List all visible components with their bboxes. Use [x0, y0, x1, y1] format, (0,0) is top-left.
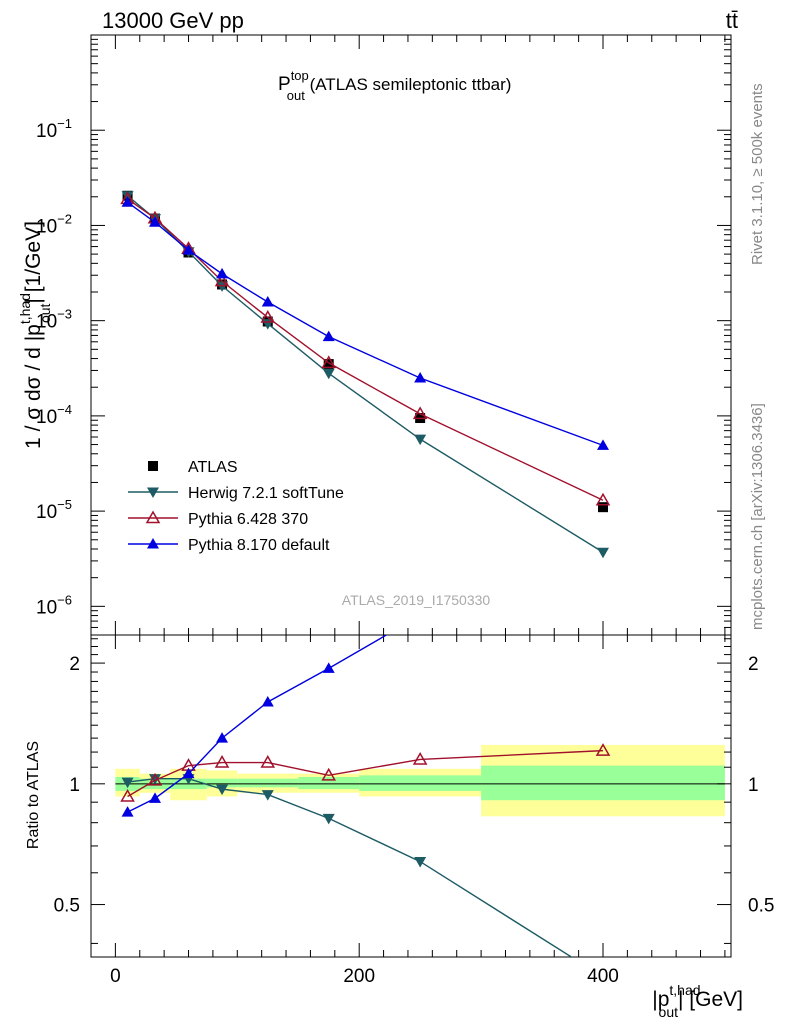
legend-marker — [145, 510, 161, 524]
data-point — [214, 273, 230, 287]
ratio-panel-frame — [90, 634, 732, 958]
x-tick-label: 400 — [587, 966, 619, 987]
data-point — [322, 368, 335, 380]
ratio-point — [412, 751, 428, 765]
uncertainty-band-inner — [298, 776, 360, 790]
data-point — [412, 406, 428, 420]
data-point — [182, 244, 195, 255]
ratio-point — [261, 790, 274, 801]
legend-label: ATLAS — [188, 459, 238, 476]
ratio-point — [322, 813, 335, 825]
y-tick-label: 10−6 — [36, 592, 72, 618]
y-tick-label: 10−2 — [36, 211, 72, 237]
mcplots-label: mcplots.cern.ch [arXiv:1306.3436] — [749, 403, 766, 630]
ratio-y-tick-label: 1 — [69, 775, 80, 796]
x-tick-label: 200 — [343, 966, 375, 987]
ratio-point — [120, 788, 135, 802]
series-line — [127, 198, 604, 501]
uncertainty-band-inner — [481, 765, 725, 801]
ratio-point — [595, 743, 611, 756]
ratio-point — [182, 767, 195, 779]
main-panel-frame — [90, 34, 732, 636]
legend-marker — [147, 487, 159, 498]
ratio-point — [597, 518, 609, 529]
chart-title: Ptop out (ATLAS semileptonic ttbar) — [278, 68, 511, 103]
data-point — [598, 502, 608, 513]
data-point — [261, 296, 274, 307]
ratio-point — [322, 662, 335, 673]
data-point — [414, 371, 427, 383]
ratio-point — [216, 784, 229, 796]
ratio-point — [260, 755, 276, 768]
legend-marker — [148, 461, 158, 471]
header-right: tt̄ — [726, 8, 738, 33]
data-point — [597, 547, 609, 559]
ratio-y-tick-label: 2 — [69, 654, 80, 675]
data-point — [322, 330, 335, 342]
ratio-point — [321, 767, 337, 781]
ratio-y-tick-label-right: 2 — [748, 654, 759, 675]
uncertainty-band-inner — [237, 778, 299, 788]
ratio-point — [121, 806, 134, 817]
ratio-point — [261, 695, 274, 707]
ratio-point — [149, 774, 161, 785]
uncertainty-band-inner — [206, 778, 238, 788]
ratio-y-tick-label: 0.5 — [54, 896, 80, 917]
ratio-point — [414, 857, 427, 868]
data-point — [149, 216, 161, 227]
data-point — [216, 267, 229, 279]
rivet-label: Rivet 3.1.10, ≥ 500k events — [749, 83, 766, 265]
uncertainty-band-inner — [359, 775, 482, 791]
x-axis-label: |pt,had out| [GeV] — [652, 982, 743, 1020]
data-point — [321, 355, 337, 369]
y-tick-label: 10−5 — [36, 497, 72, 523]
data-point — [260, 309, 276, 323]
main-ylabel: 1 / σ dσ / d |pt,had out| [1/GeV] — [17, 221, 53, 449]
ratio-line — [127, 749, 604, 798]
series-line — [127, 201, 604, 447]
ratio-y-tick-label-right: 0.5 — [748, 896, 774, 917]
ratio-point — [414, 609, 426, 620]
data-point — [323, 359, 334, 370]
x-tick-label: 0 — [110, 966, 121, 987]
legend-label: Pythia 6.428 370 — [188, 511, 308, 528]
ratio-point — [149, 792, 161, 803]
analysis-watermark: ATLAS_2019_I1750330 — [342, 592, 491, 608]
data-point — [414, 434, 427, 446]
ratio-ylabel: Ratio to ATLAS — [25, 741, 42, 849]
ratio-line — [127, 635, 388, 813]
y-tick-label: 10−4 — [36, 402, 72, 428]
ratio-y-tick-label-right: 1 — [748, 775, 759, 796]
header-left: 13000 GeV pp — [102, 8, 244, 33]
data-point — [595, 492, 611, 506]
ratio-point — [216, 732, 229, 743]
legend-label: Herwig 7.2.1 softTune — [188, 485, 344, 502]
ratio-point — [147, 772, 163, 786]
y-tick-label: 10−1 — [36, 116, 72, 142]
ratio-point — [121, 777, 134, 789]
data-point — [597, 439, 609, 450]
y-tick-label: 10−3 — [36, 307, 72, 333]
data-point — [121, 196, 134, 207]
legend-label: Pythia 8.170 default — [188, 537, 330, 554]
ratio-point — [214, 755, 230, 768]
legend-marker — [147, 538, 159, 549]
